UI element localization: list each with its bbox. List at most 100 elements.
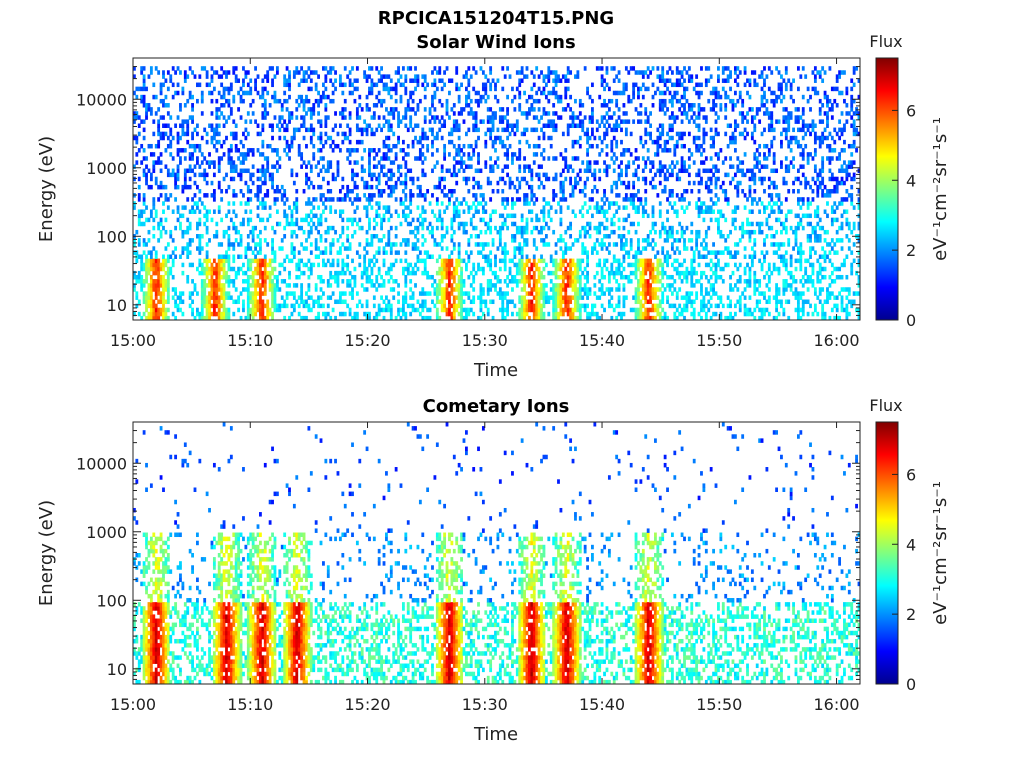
heatmap-cell [431,94,434,100]
heatmap-cell [411,176,415,182]
heatmap-cell [591,119,594,124]
heatmap-cell [523,303,526,309]
heatmap-cell [656,135,660,141]
heatmap-cell [668,98,672,104]
heatmap-cell [336,250,340,255]
heatmap-cell [586,311,589,317]
heatmap-cell [598,225,602,231]
heatmap-cell [658,98,662,104]
heatmap-cell [515,119,519,124]
heatmap-cell [552,90,556,96]
heatmap-cell [506,197,510,202]
heatmap-cell [656,274,660,280]
heatmap-cell [217,139,221,145]
heatmap-cell [164,78,168,83]
heatmap-cell [348,246,352,251]
heatmap-cell [559,172,563,178]
heatmap-cell [520,311,524,317]
heatmap-cell [574,184,577,190]
heatmap-cell [368,172,371,178]
heatmap-cell [351,176,354,182]
heatmap-cell [164,148,168,153]
heatmap-cell [237,270,241,276]
heatmap-cell [680,197,684,202]
heatmap-cell [317,119,320,124]
heatmap-cell [624,131,628,137]
heatmap-cell [612,307,616,313]
heatmap-cell [668,287,672,292]
heatmap-cell [637,70,640,75]
heatmap-cell [305,238,308,243]
heatmap-cell [401,295,405,300]
heatmap-cell [186,127,190,133]
heatmap-cell [220,303,224,309]
heatmap-cell [225,270,228,276]
heatmap-cell [164,123,168,128]
heatmap-cell [222,303,226,309]
heatmap-cell [365,242,369,247]
heatmap-cell [452,103,456,108]
heatmap-cell [520,234,524,239]
heatmap-cell [421,152,425,157]
heatmap-cell [542,123,546,128]
heatmap-cell [559,115,563,120]
heatmap-cell [358,242,362,247]
heatmap-cell [508,143,512,149]
heatmap-cell [191,168,194,174]
heatmap-cell [363,168,367,174]
heatmap-cell [145,291,148,296]
heatmap-cell [554,307,558,313]
heatmap-cell [544,221,548,227]
heatmap-cell [481,82,485,88]
heatmap-cell [552,111,556,116]
heatmap-cell [465,86,468,92]
heatmap-cell [307,201,311,206]
heatmap-cell [627,164,631,169]
heatmap-cell [467,209,471,214]
heatmap-cell [455,213,459,219]
heatmap-cell [142,94,146,100]
heatmap-cell [268,172,272,178]
heatmap-cell [477,127,480,133]
heatmap-cell [239,176,243,182]
heatmap-cell [312,107,316,112]
heatmap-cell [244,209,248,214]
heatmap-cell [528,307,531,313]
heatmap-cell [600,78,604,83]
heatmap-cell [288,315,291,321]
heatmap-cell [401,270,405,276]
heatmap-cell [651,160,655,165]
heatmap-cell [460,307,463,313]
heatmap-cell [196,160,199,165]
heatmap-cell [154,291,158,296]
heatmap-cell [583,180,587,186]
heatmap-cell [535,246,539,251]
heatmap-cell [615,119,619,124]
heatmap-cell [217,90,221,96]
heatmap-cell [503,246,507,251]
heatmap-cell [198,197,202,202]
heatmap-cell [658,168,662,174]
heatmap-cell [559,274,563,280]
heatmap-cell [680,205,684,210]
heatmap-cell [322,82,325,88]
heatmap-cell [479,119,483,124]
heatmap-cell [610,229,614,235]
heatmap-cell [581,225,585,231]
heatmap-cell [292,229,296,235]
heatmap-cell [263,262,267,268]
heatmap-cell [149,209,153,214]
heatmap-cell [678,82,682,88]
heatmap-cell [370,266,374,272]
heatmap-cell [530,172,534,178]
heatmap-cell [595,311,599,317]
heatmap-cell [237,242,241,247]
heatmap-cell [564,74,568,79]
heatmap-cell [644,86,648,92]
heatmap-cell [457,287,461,292]
heatmap-cell [523,287,526,292]
heatmap-cell [528,299,531,305]
heatmap-cell [246,303,250,309]
heatmap-cell [620,262,623,268]
heatmap-cell [237,299,241,305]
